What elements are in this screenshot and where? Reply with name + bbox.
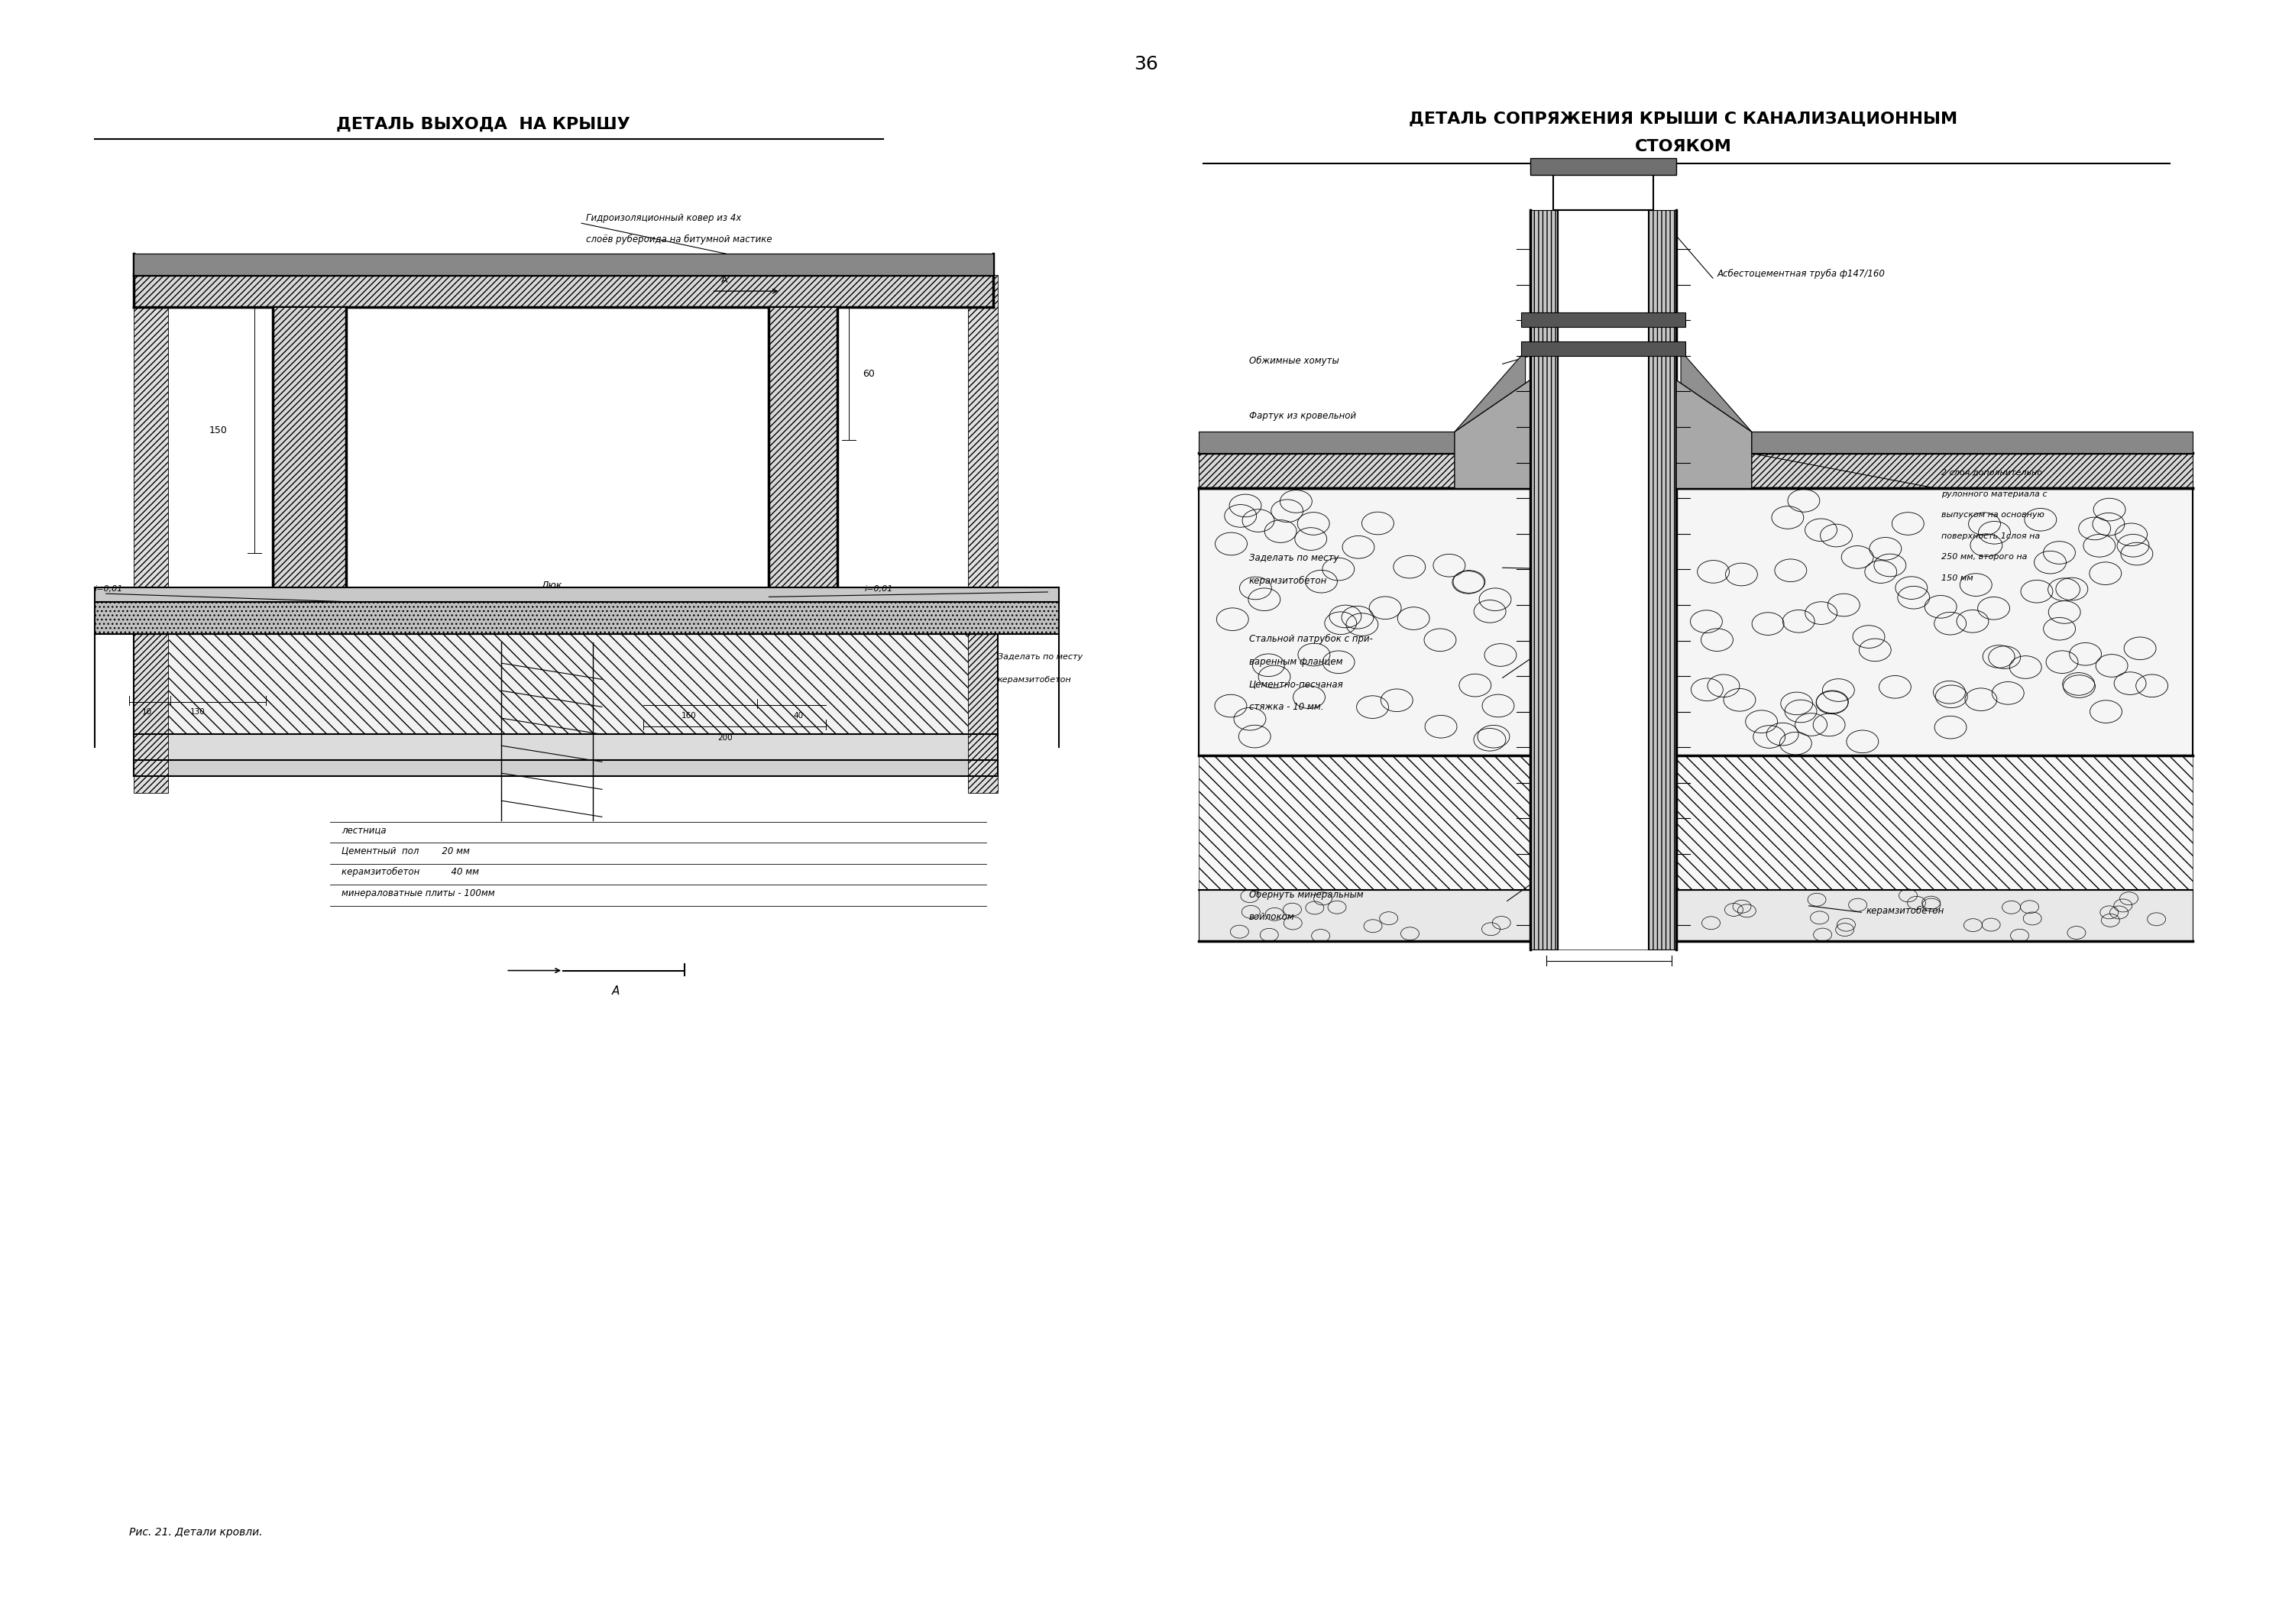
Text: 200: 200 — [717, 734, 733, 742]
Text: 150 мм: 150 мм — [1941, 575, 1973, 581]
Text: 150: 150 — [209, 425, 227, 435]
Text: 250 мм, второго на: 250 мм, второго на — [1941, 554, 2028, 560]
Bar — [94, 603, 1059, 633]
Text: 40: 40 — [793, 711, 804, 719]
Text: минераловатные плиты - 100мм: минераловатные плиты - 100мм — [342, 888, 495, 898]
Text: 60: 60 — [862, 369, 876, 378]
Bar — [1531, 159, 1675, 175]
Text: рулонного материала с: рулонного материала с — [1941, 490, 2047, 497]
Bar — [1199, 432, 2193, 453]
Bar — [133, 734, 997, 760]
Bar — [1522, 312, 1685, 326]
Text: 160: 160 — [681, 711, 697, 719]
Text: керамзитобетон: керамзитобетон — [1249, 577, 1327, 586]
Bar — [133, 760, 997, 776]
Bar — [133, 274, 992, 307]
Text: керамзитобетон: керамзитобетон — [997, 676, 1070, 684]
Text: Асбестоцементная труба ф147/160: Асбестоцементная труба ф147/160 — [1717, 268, 1886, 278]
Text: керамзитобетон: керамзитобетон — [1866, 906, 1944, 916]
Text: выпуском на основную: выпуском на основную — [1941, 512, 2044, 518]
Text: Заделать по месту: Заделать по месту — [1249, 554, 1339, 564]
Text: поверхность 1слоя на: поверхность 1слоя на — [1941, 533, 2040, 539]
Bar — [94, 588, 1059, 603]
Bar — [967, 274, 997, 793]
Bar — [1522, 341, 1685, 356]
Text: Железобетонная  плита: Железобетонная плита — [587, 255, 701, 265]
Text: Люк: Люк — [541, 580, 562, 591]
Text: Цементный  пол        20 мм: Цементный пол 20 мм — [342, 846, 470, 856]
Text: лестница: лестница — [342, 825, 387, 835]
Bar — [1554, 166, 1653, 209]
Text: стяжка - 10 мм.: стяжка - 10 мм. — [1249, 702, 1322, 711]
Text: слоёв рубероида на битумной мастике: слоёв рубероида на битумной мастике — [587, 234, 772, 245]
Bar — [273, 307, 346, 620]
Text: 10: 10 — [142, 708, 151, 716]
Bar — [133, 253, 992, 274]
Polygon shape — [1680, 351, 1751, 432]
Bar — [1199, 489, 2193, 755]
Text: i=0,01: i=0,01 — [94, 585, 124, 593]
Text: ДЕТАЛЬ ВЫХОДА  НА КРЫШУ: ДЕТАЛЬ ВЫХОДА НА КРЫШУ — [337, 117, 630, 132]
Text: Обернуть минеральным: Обернуть минеральным — [1249, 890, 1364, 900]
Bar — [1531, 209, 1559, 950]
Polygon shape — [1675, 380, 1751, 489]
Text: варенным фланцем: варенным фланцем — [1249, 656, 1343, 666]
Text: Обжимные хомуты: Обжимные хомуты — [1249, 356, 1339, 365]
Bar — [1199, 453, 2193, 489]
Text: войлоком: войлоком — [1249, 913, 1295, 922]
Text: Цементно-песчаная: Цементно-песчаная — [1249, 679, 1343, 689]
Text: 130: 130 — [190, 708, 204, 716]
Text: Фартук из кровельной: Фартук из кровельной — [1249, 411, 1357, 421]
Text: СТОЯКОМ: СТОЯКОМ — [1634, 140, 1730, 154]
Bar — [1559, 209, 1648, 950]
Text: А: А — [722, 274, 727, 284]
Text: ДЕТАЛЬ СОПРЯЖЕНИЯ КРЫШИ С КАНАЛИЗАЦИОННЫМ: ДЕТАЛЬ СОПРЯЖЕНИЯ КРЫШИ С КАНАЛИЗАЦИОННЫ… — [1410, 112, 1957, 127]
Text: Рис. 21. Детали кровли.: Рис. 21. Детали кровли. — [128, 1527, 261, 1538]
Bar — [1648, 209, 1675, 950]
Polygon shape — [1455, 351, 1526, 432]
Bar — [768, 307, 837, 620]
Text: керамзитобетон           40 мм: керамзитобетон 40 мм — [342, 867, 479, 877]
Text: 2 слоя дополнительно: 2 слоя дополнительно — [1941, 469, 2042, 477]
Text: А: А — [612, 986, 619, 997]
Text: i=0,01: i=0,01 — [864, 585, 894, 593]
Text: Гидроизоляционный ковер из 4х: Гидроизоляционный ковер из 4х — [587, 213, 740, 224]
Bar — [1199, 755, 2193, 890]
Bar — [133, 633, 997, 734]
Text: Заделать по месту: Заделать по месту — [997, 653, 1082, 661]
Text: оцинкованной стали: оцинкованной стали — [1249, 434, 1348, 443]
Bar — [346, 307, 768, 620]
Text: 130: 130 — [1602, 935, 1618, 945]
Bar — [1199, 890, 2193, 942]
Bar — [133, 274, 167, 793]
Polygon shape — [1455, 380, 1531, 489]
Text: 36: 36 — [1135, 55, 1157, 73]
Text: Стальной патрубок с при-: Стальной патрубок с при- — [1249, 633, 1373, 645]
